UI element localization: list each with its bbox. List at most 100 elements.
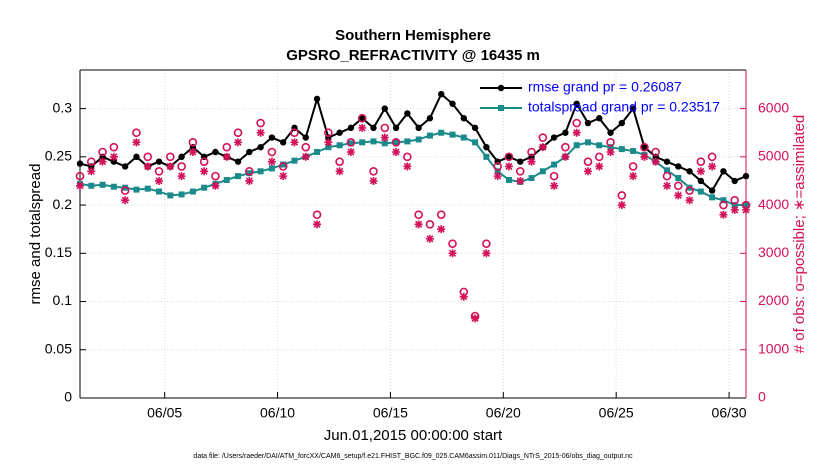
- point: [516, 176, 525, 185]
- chart-title: Southern Hemisphere: [335, 27, 491, 44]
- point: [404, 138, 411, 145]
- point: [257, 168, 264, 175]
- point: [550, 134, 558, 141]
- point: [583, 167, 592, 176]
- point: [324, 138, 333, 147]
- point: [222, 152, 231, 161]
- point: [347, 140, 354, 147]
- point: [290, 128, 299, 138]
- point: [471, 124, 479, 132]
- point: [437, 225, 446, 234]
- point: [336, 142, 343, 149]
- point: [449, 131, 456, 138]
- x-axis-label: Jun.01,2015 00:00:00 start: [324, 427, 503, 444]
- point: [731, 177, 738, 185]
- x-tick-label: 06/20: [486, 405, 521, 421]
- point: [155, 176, 164, 185]
- point: [357, 113, 367, 123]
- point: [143, 162, 152, 171]
- point: [742, 205, 750, 214]
- point: [99, 181, 106, 188]
- point: [403, 152, 412, 162]
- point: [719, 200, 728, 210]
- point: [596, 142, 603, 149]
- point: [391, 138, 401, 147]
- point: [618, 119, 626, 127]
- point: [697, 177, 705, 185]
- y-tick-label: 0.3: [53, 99, 73, 115]
- point: [381, 140, 388, 147]
- point: [313, 220, 322, 229]
- point: [381, 105, 388, 112]
- point: [235, 173, 242, 180]
- point: [201, 184, 208, 191]
- point: [369, 176, 378, 185]
- x-tick-label: 06/15: [373, 405, 408, 421]
- point: [674, 191, 683, 200]
- point: [640, 142, 649, 152]
- point: [211, 171, 220, 181]
- point: [730, 195, 740, 205]
- point: [497, 84, 505, 92]
- point: [392, 124, 400, 132]
- point: [425, 220, 435, 229]
- point: [538, 143, 547, 152]
- point: [166, 152, 175, 162]
- point: [651, 147, 660, 157]
- point: [617, 191, 627, 200]
- point: [460, 134, 467, 141]
- point: [392, 148, 401, 156]
- point: [448, 249, 457, 258]
- x-tick-label: 06/05: [147, 405, 182, 421]
- point: [628, 162, 638, 171]
- point: [325, 144, 332, 151]
- x-tick-label: 06/10: [260, 405, 295, 421]
- point: [438, 90, 445, 98]
- point: [607, 129, 614, 136]
- point: [472, 139, 479, 146]
- point: [76, 160, 84, 167]
- point: [404, 110, 411, 117]
- point: [257, 143, 264, 151]
- point: [313, 95, 321, 103]
- point: [268, 134, 276, 141]
- point: [359, 139, 366, 146]
- point: [188, 148, 197, 156]
- point: [223, 176, 230, 183]
- point: [675, 175, 682, 182]
- point: [595, 162, 604, 171]
- point: [336, 129, 343, 136]
- point: [380, 133, 389, 142]
- point: [302, 134, 309, 141]
- y2-tick-label: 3000: [758, 244, 789, 260]
- point: [527, 147, 536, 157]
- point: [606, 148, 615, 156]
- point: [199, 157, 209, 166]
- point: [403, 162, 412, 171]
- y-tick-label: 0.15: [45, 244, 72, 260]
- point: [188, 138, 198, 147]
- y-tick-label: 0.1: [53, 292, 73, 308]
- point: [279, 139, 287, 146]
- point: [414, 210, 423, 220]
- point: [573, 100, 580, 107]
- point: [234, 138, 243, 147]
- point: [120, 186, 130, 195]
- point: [630, 148, 637, 155]
- y2-tick-label: 0: [758, 389, 766, 405]
- point: [98, 157, 107, 166]
- point: [498, 105, 504, 111]
- point: [346, 148, 355, 156]
- point: [572, 128, 581, 137]
- point: [200, 167, 209, 176]
- point: [132, 138, 141, 147]
- point: [731, 202, 738, 209]
- point: [707, 152, 717, 162]
- point: [121, 163, 129, 170]
- point: [154, 166, 164, 176]
- point: [584, 119, 592, 127]
- point: [301, 152, 310, 161]
- point: [233, 128, 243, 138]
- point: [144, 185, 151, 192]
- point: [539, 168, 546, 175]
